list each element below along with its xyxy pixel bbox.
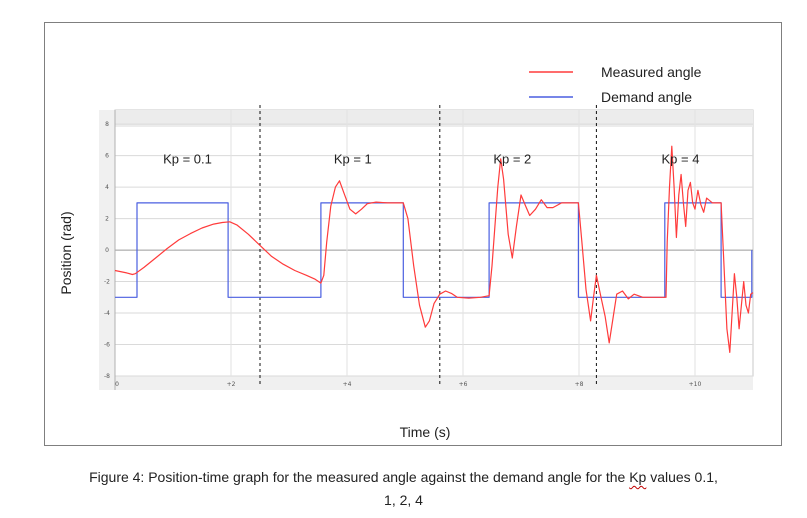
caption-line-2: 1, 2, 4 [384,492,423,508]
legend-label: Demand angle [601,89,692,105]
x-axis-band [115,376,753,390]
chart: 8 6 4 2 0 -2 -4 -6 -8 0 +2 +4 +6 +8 +10 Kp = 0.1 Kp = 1… [58,64,754,440]
y-tick-label: 8 [105,121,109,128]
y-tick-label: 0 [105,247,109,254]
kp-annotation: Kp = 1 [334,152,372,167]
x-tick-label: +8 [575,381,584,388]
y-tick-label: 2 [105,216,109,223]
y-tick-label: 6 [105,153,109,160]
caption-kp: Kp [629,469,647,485]
x-tick-label: +10 [689,381,702,388]
legend-label: Measured angle [601,64,702,80]
x-axis-label: Time (s) [400,424,451,440]
y-axis-band [99,110,115,390]
y-tick-label: -2 [104,279,110,286]
y-tick-label: 4 [105,184,109,191]
x-tick-label: +6 [459,381,468,388]
caption-values: values 0.1, [646,469,718,485]
caption-line-1: Figure 4: Position-time graph for the me… [0,466,807,489]
figure-caption: Figure 4: Position-time graph for the me… [0,466,807,512]
kp-annotation: Kp = 2 [493,152,531,167]
x-tick-label: +2 [227,381,236,388]
y-tick-label: -6 [104,342,110,349]
kp-annotation: Kp = 4 [662,152,700,167]
y-tick-label: -8 [104,373,110,380]
x-tick-label: 0 [115,381,119,388]
y-axis-label: Position (rad) [58,211,74,294]
series-line-measured-angle [114,145,754,353]
x-tick-label: +4 [343,381,352,388]
plot-area [114,109,754,377]
plot-top-band [115,110,753,127]
y-tick-label: -4 [104,310,110,317]
figure-frame: 8 6 4 2 0 -2 -4 -6 -8 0 +2 +4 +6 +8 +10 Kp = 0.1 Kp = 1… [44,22,782,446]
caption-text: Figure 4: Position-time graph for the me… [89,469,630,485]
kp-annotation: Kp = 0.1 [163,152,212,167]
